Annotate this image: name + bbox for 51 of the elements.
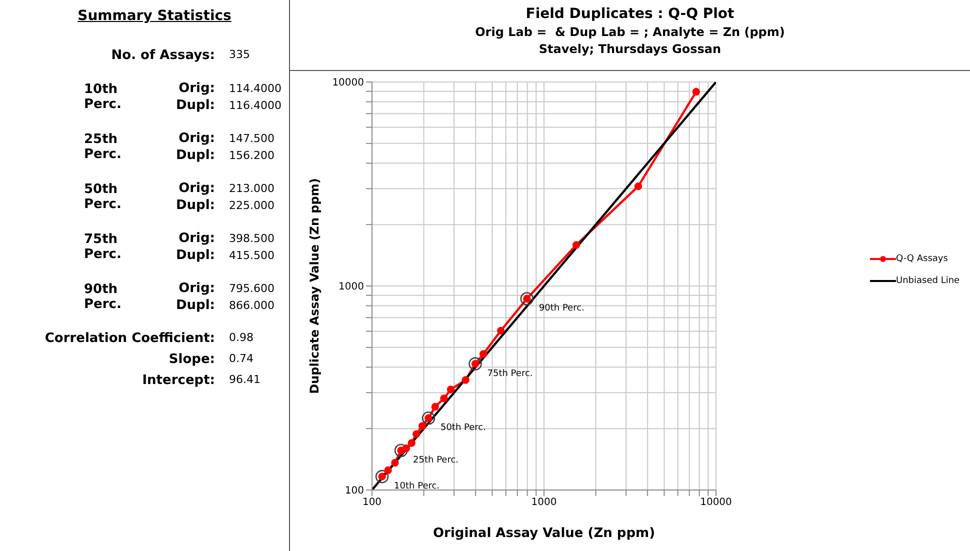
text: No. of Assays: xyxy=(110,48,215,63)
annotation: 50th Perc. xyxy=(440,423,486,434)
chart-title: Field Duplicates : Q-Q Plot xyxy=(524,5,736,22)
text: 90th Perc. xyxy=(83,282,122,312)
text: Correlation Coefficient: xyxy=(44,331,215,346)
text: Orig: xyxy=(178,181,215,196)
text: 0.74 xyxy=(228,352,254,367)
text: 213.000 xyxy=(228,182,276,195)
text: Dupl: xyxy=(174,298,215,313)
text: 156.200 xyxy=(228,149,276,162)
annotation: 75th Perc. xyxy=(487,368,533,379)
text: 866.000 xyxy=(228,299,276,312)
text: 10th Perc. xyxy=(83,82,122,112)
text: 114.4000 xyxy=(228,82,282,95)
text: Slope: xyxy=(168,352,215,367)
text: 147.500 xyxy=(228,132,276,145)
text: 96.41 xyxy=(228,373,262,388)
text: 415.500 xyxy=(228,249,276,262)
y-axis-title: Duplicate Assay Value (Zn ppm) xyxy=(307,178,322,394)
y-tick-label: 10000 xyxy=(332,78,364,89)
text: Orig: xyxy=(178,81,215,96)
y-tick-label: 1000 xyxy=(338,282,364,293)
text: Dupl: xyxy=(174,198,215,213)
text: Intercept: xyxy=(141,373,215,388)
text: Summary Statistics xyxy=(76,7,232,24)
x-axis-title: Original Assay Value (Zn ppm) xyxy=(432,526,656,541)
text: Dupl: xyxy=(174,148,215,163)
chart-subtitle: Orig Lab = & Dup Lab = ; Analyte = Zn (ppm) Stavely; Thursdays Gossan xyxy=(474,25,786,56)
text: 225.000 xyxy=(228,199,276,212)
annotation: 25th Perc. xyxy=(413,455,459,466)
text: Orig: xyxy=(178,131,215,146)
text: 75th Perc. xyxy=(83,232,122,262)
annotation: 10th Perc. xyxy=(394,482,440,492)
text: 795.600 xyxy=(228,282,276,295)
text: Orig: xyxy=(178,281,215,296)
text: Dupl: xyxy=(174,98,215,113)
text: 25th Perc. xyxy=(83,132,122,162)
y-tick-label: 100 xyxy=(344,486,364,497)
text: 0.98 xyxy=(228,331,254,346)
annotation: 90th Perc. xyxy=(538,304,584,314)
x-tick-label: 100 xyxy=(362,497,382,508)
legend-label: Q-Q Assays xyxy=(896,254,948,264)
text: 50th Perc. xyxy=(83,182,122,212)
text: Dupl: xyxy=(174,248,215,263)
legend-label: Unbiased Line xyxy=(896,276,960,286)
text: 116.4000 xyxy=(228,99,282,112)
text: 335 xyxy=(228,48,251,63)
x-tick-label: 10000 xyxy=(700,497,732,508)
text: Orig: xyxy=(178,231,215,246)
text: 398.500 xyxy=(228,232,276,245)
x-tick-label: 1000 xyxy=(531,497,557,508)
